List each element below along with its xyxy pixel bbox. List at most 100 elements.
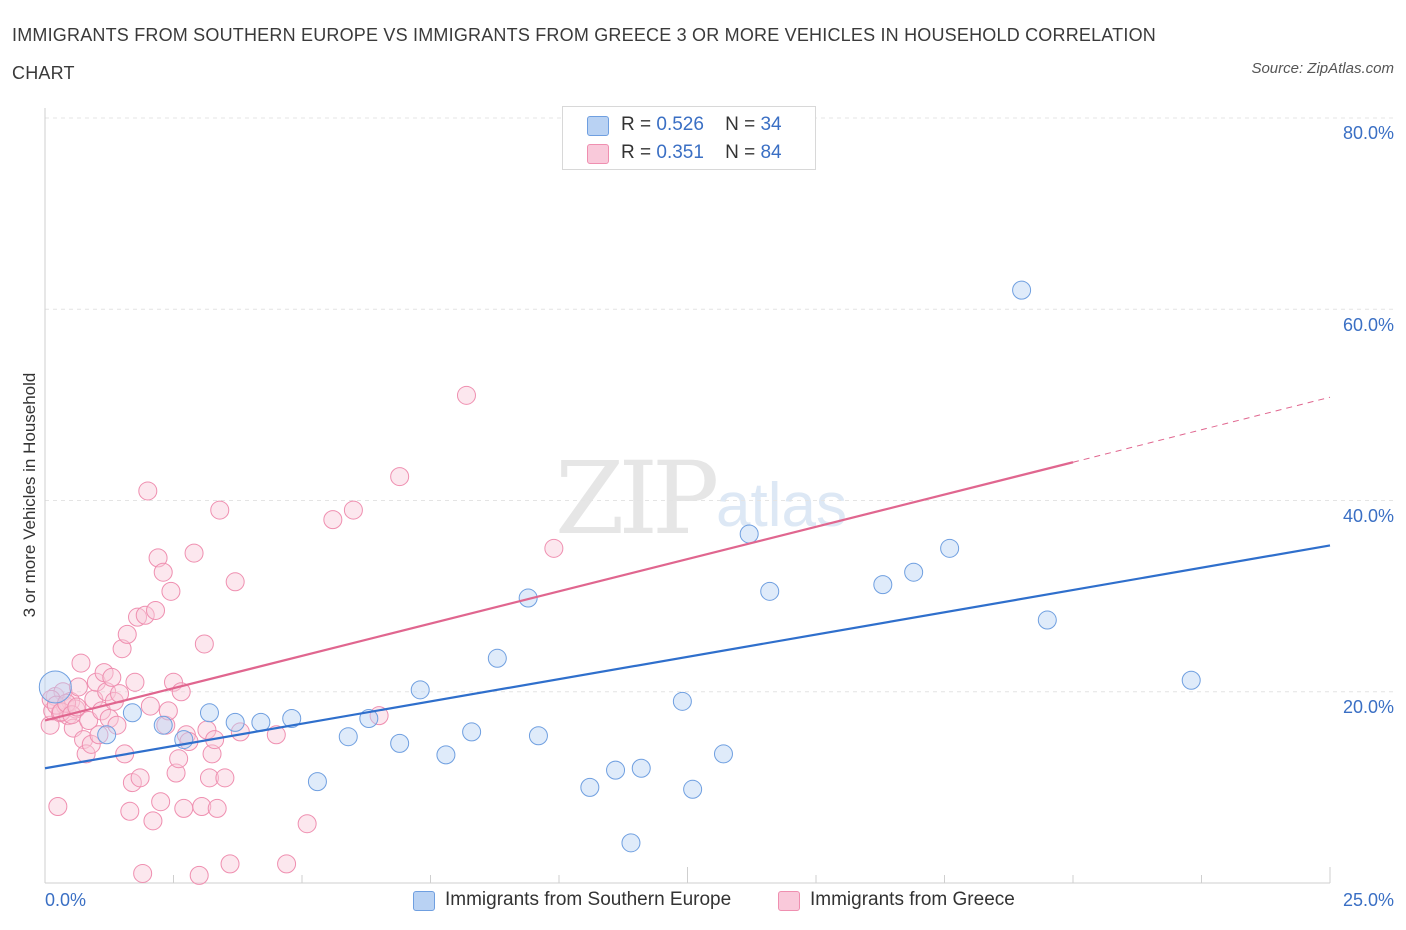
data-point-southern-europe (410, 680, 430, 700)
data-point-greece (107, 715, 127, 735)
data-point-southern-europe (631, 758, 651, 778)
data-point-southern-europe (580, 777, 600, 797)
data-point-southern-europe (307, 772, 327, 792)
data-point-greece (166, 763, 186, 783)
y-tick-label: 20.0% (1342, 697, 1394, 717)
data-point-greece (148, 548, 168, 568)
data-point-southern-europe (97, 725, 117, 745)
data-point-southern-europe (621, 833, 641, 853)
y-tick-label: 40.0% (1342, 506, 1394, 526)
data-point-greece (81, 734, 101, 754)
data-point-greece (79, 710, 99, 730)
chart-source: Source: ZipAtlas.com (1251, 60, 1394, 77)
data-point-southern-europe (282, 709, 302, 729)
legend-label: Immigrants from Greece (810, 889, 1015, 910)
data-point-southern-europe (338, 727, 358, 747)
legend-swatch-blue (587, 116, 609, 136)
trend-line-southern-europe (44, 544, 1331, 770)
data-point-greece (130, 768, 150, 788)
data-point-greece (199, 768, 219, 788)
data-point-southern-europe (462, 722, 482, 742)
data-point-southern-europe (225, 712, 245, 732)
data-point-southern-europe (904, 562, 924, 582)
data-point-southern-europe (1037, 610, 1057, 630)
data-point-greece (189, 865, 209, 885)
data-point-greece (210, 500, 230, 520)
legend-swatch-pink (587, 144, 609, 164)
legend-n-label: N = (725, 114, 756, 135)
y-axis-label: 3 or more Vehicles in Household (20, 372, 39, 618)
trend-lines (44, 396, 1331, 770)
data-point-southern-europe (873, 575, 893, 595)
data-point-greece (215, 768, 235, 788)
data-point-southern-europe (487, 648, 507, 668)
legend-r-label: R = (621, 114, 652, 135)
data-point-greece (68, 677, 88, 697)
data-point-southern-europe (606, 760, 626, 780)
legend-swatch-pink (778, 891, 800, 911)
correlation-legend: R = 0.526 N = 34 R = 0.351 N = 84 (562, 106, 816, 170)
data-point-greece (71, 653, 91, 673)
data-point-greece (266, 725, 286, 745)
series-greece-points (40, 385, 564, 885)
data-point-southern-europe (940, 538, 960, 558)
axes (44, 108, 1331, 884)
grid-lines (45, 117, 1395, 693)
data-point-greece (86, 672, 106, 692)
data-point-greece (48, 797, 68, 816)
data-point-greece (225, 572, 245, 592)
legend-n-label: N = (725, 142, 756, 163)
y-tick-label: 80.0% (1342, 123, 1394, 143)
data-point-greece (297, 814, 317, 834)
legend-r-value: 0.526 (656, 114, 704, 135)
data-point-greece (184, 543, 204, 563)
data-point-greece (158, 701, 178, 721)
data-point-greece (138, 481, 158, 501)
data-point-greece (202, 744, 222, 764)
data-point-southern-europe (760, 581, 780, 601)
data-point-greece (544, 538, 564, 558)
data-point-greece (174, 798, 194, 818)
data-point-greece (146, 600, 166, 620)
data-point-southern-europe (38, 670, 72, 704)
data-point-greece (99, 709, 119, 729)
chart-title: IMMIGRANTS FROM SOUTHERN EUROPE VS IMMIG… (12, 25, 1156, 83)
data-point-southern-europe (672, 691, 692, 711)
data-point-greece (161, 581, 181, 601)
data-point-greece (323, 510, 343, 530)
data-point-greece (133, 863, 153, 883)
data-point-greece (192, 797, 212, 816)
data-point-greece (169, 749, 189, 769)
legend-swatch-blue (413, 891, 435, 911)
data-point-greece (135, 605, 155, 625)
data-point-greece (117, 624, 137, 644)
data-point-greece (277, 854, 297, 874)
data-point-greece (194, 634, 214, 654)
legend-n-value: 84 (760, 142, 782, 163)
data-point-southern-europe (1012, 280, 1032, 300)
data-point-southern-europe (436, 745, 456, 765)
data-point-southern-europe (528, 726, 548, 746)
watermark-zip: ZIP (555, 440, 719, 557)
data-point-greece (151, 792, 171, 812)
data-point-greece (207, 798, 227, 818)
data-point-southern-europe (153, 715, 173, 735)
data-point-southern-europe (359, 709, 379, 729)
watermark-atlas: atlas (716, 471, 847, 540)
data-point-greece (125, 672, 145, 692)
data-point-greece (112, 639, 132, 659)
trend-line-greece-extension (1072, 396, 1331, 463)
data-point-greece (153, 562, 173, 582)
series-southern-europe-points (38, 280, 1201, 853)
data-point-southern-europe (199, 703, 219, 723)
data-point-greece (41, 689, 61, 709)
data-point-greece (143, 811, 163, 831)
data-point-southern-europe (122, 703, 142, 723)
data-point-greece (140, 696, 160, 716)
x-tick-label: 0.0% (45, 890, 87, 910)
data-point-greece (456, 385, 476, 405)
data-point-southern-europe (713, 744, 733, 764)
legend-label: Immigrants from Southern Europe (445, 889, 732, 910)
data-point-greece (120, 801, 140, 821)
